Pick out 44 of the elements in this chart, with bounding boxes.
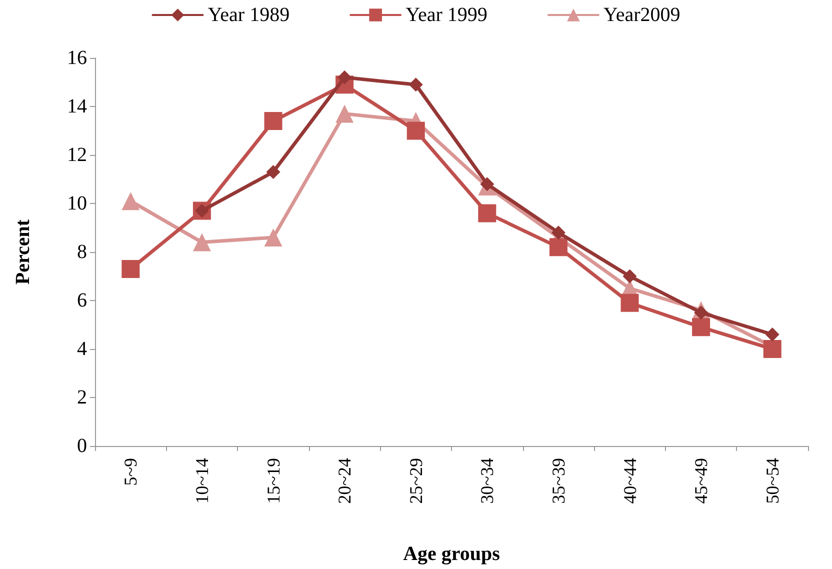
y-tick-label: 12 [67,144,87,166]
x-tick-label: 5~9 [120,458,141,486]
legend-label: Year 1999 [406,4,488,26]
x-axis-title: Age groups [403,543,500,565]
y-tick-label: 10 [67,192,87,214]
y-tick-label: 6 [77,290,87,312]
point [620,294,639,312]
point [406,122,425,140]
y-tick-label: 16 [67,47,87,69]
point [480,177,494,192]
x-tick-label: 30~34 [477,458,498,504]
point [264,112,282,130]
point [551,226,566,240]
y-tick-label: 0 [77,435,87,457]
y-tick-label: 4 [77,338,87,360]
point [478,204,496,222]
x-tick-label: 25~29 [406,458,426,504]
y-tick-label: 8 [77,241,87,263]
x-tick-label: 40~44 [620,458,640,504]
y-tick-label: 2 [77,386,87,408]
point [763,340,782,358]
point [692,318,710,336]
point [266,164,280,179]
legend-label: Year2009 [603,4,680,26]
y-axis-title: Percent [12,219,34,285]
point [264,228,282,246]
point [549,238,568,256]
point [192,233,211,252]
point [622,269,637,284]
point [694,306,708,320]
x-tick-label: 35~39 [548,458,568,504]
point [122,192,140,210]
point [336,104,354,123]
x-tick-label: 50~54 [762,458,782,504]
point [765,327,780,342]
y-tick-label: 14 [67,96,87,118]
x-tick-label: 15~19 [263,458,284,504]
point [122,260,140,278]
legend-label: Year 1989 [208,4,290,26]
x-tick-label: 20~24 [334,458,355,504]
point [338,70,352,84]
point [408,78,423,92]
x-tick-label: 45~49 [691,458,712,504]
x-tick-label: 10~14 [192,458,212,504]
